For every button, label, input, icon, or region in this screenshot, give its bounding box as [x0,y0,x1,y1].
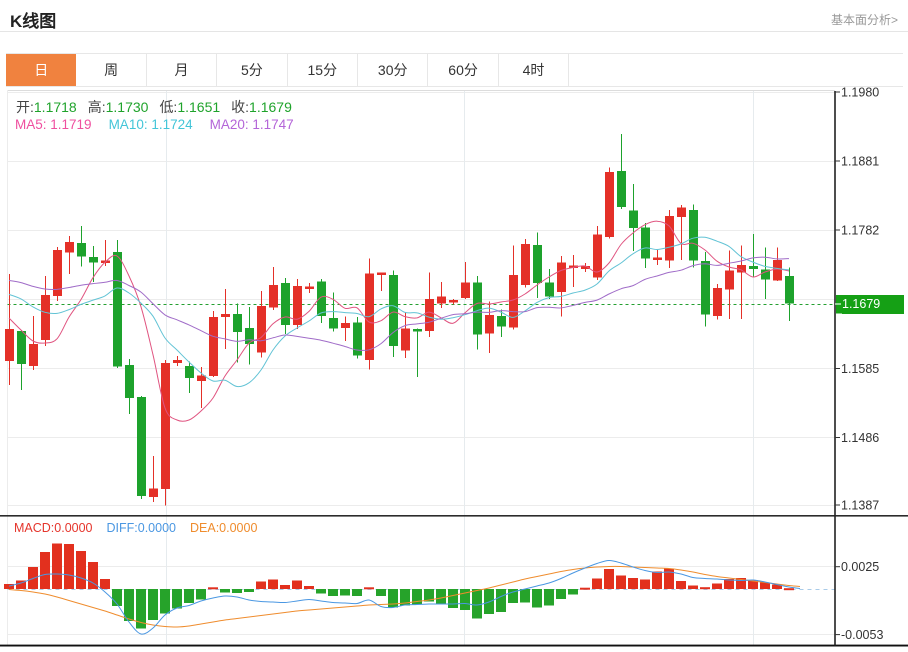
svg-text:0.0025: 0.0025 [841,560,879,574]
svg-text:-0.0053: -0.0053 [841,628,883,642]
svg-text:1.1387: 1.1387 [841,499,879,513]
svg-text:1.1980: 1.1980 [841,86,879,100]
svg-text:1.1881: 1.1881 [841,155,879,169]
svg-text:1.1585: 1.1585 [841,362,879,376]
svg-text:1.1782: 1.1782 [841,224,879,238]
svg-text:1.1486: 1.1486 [841,431,879,445]
